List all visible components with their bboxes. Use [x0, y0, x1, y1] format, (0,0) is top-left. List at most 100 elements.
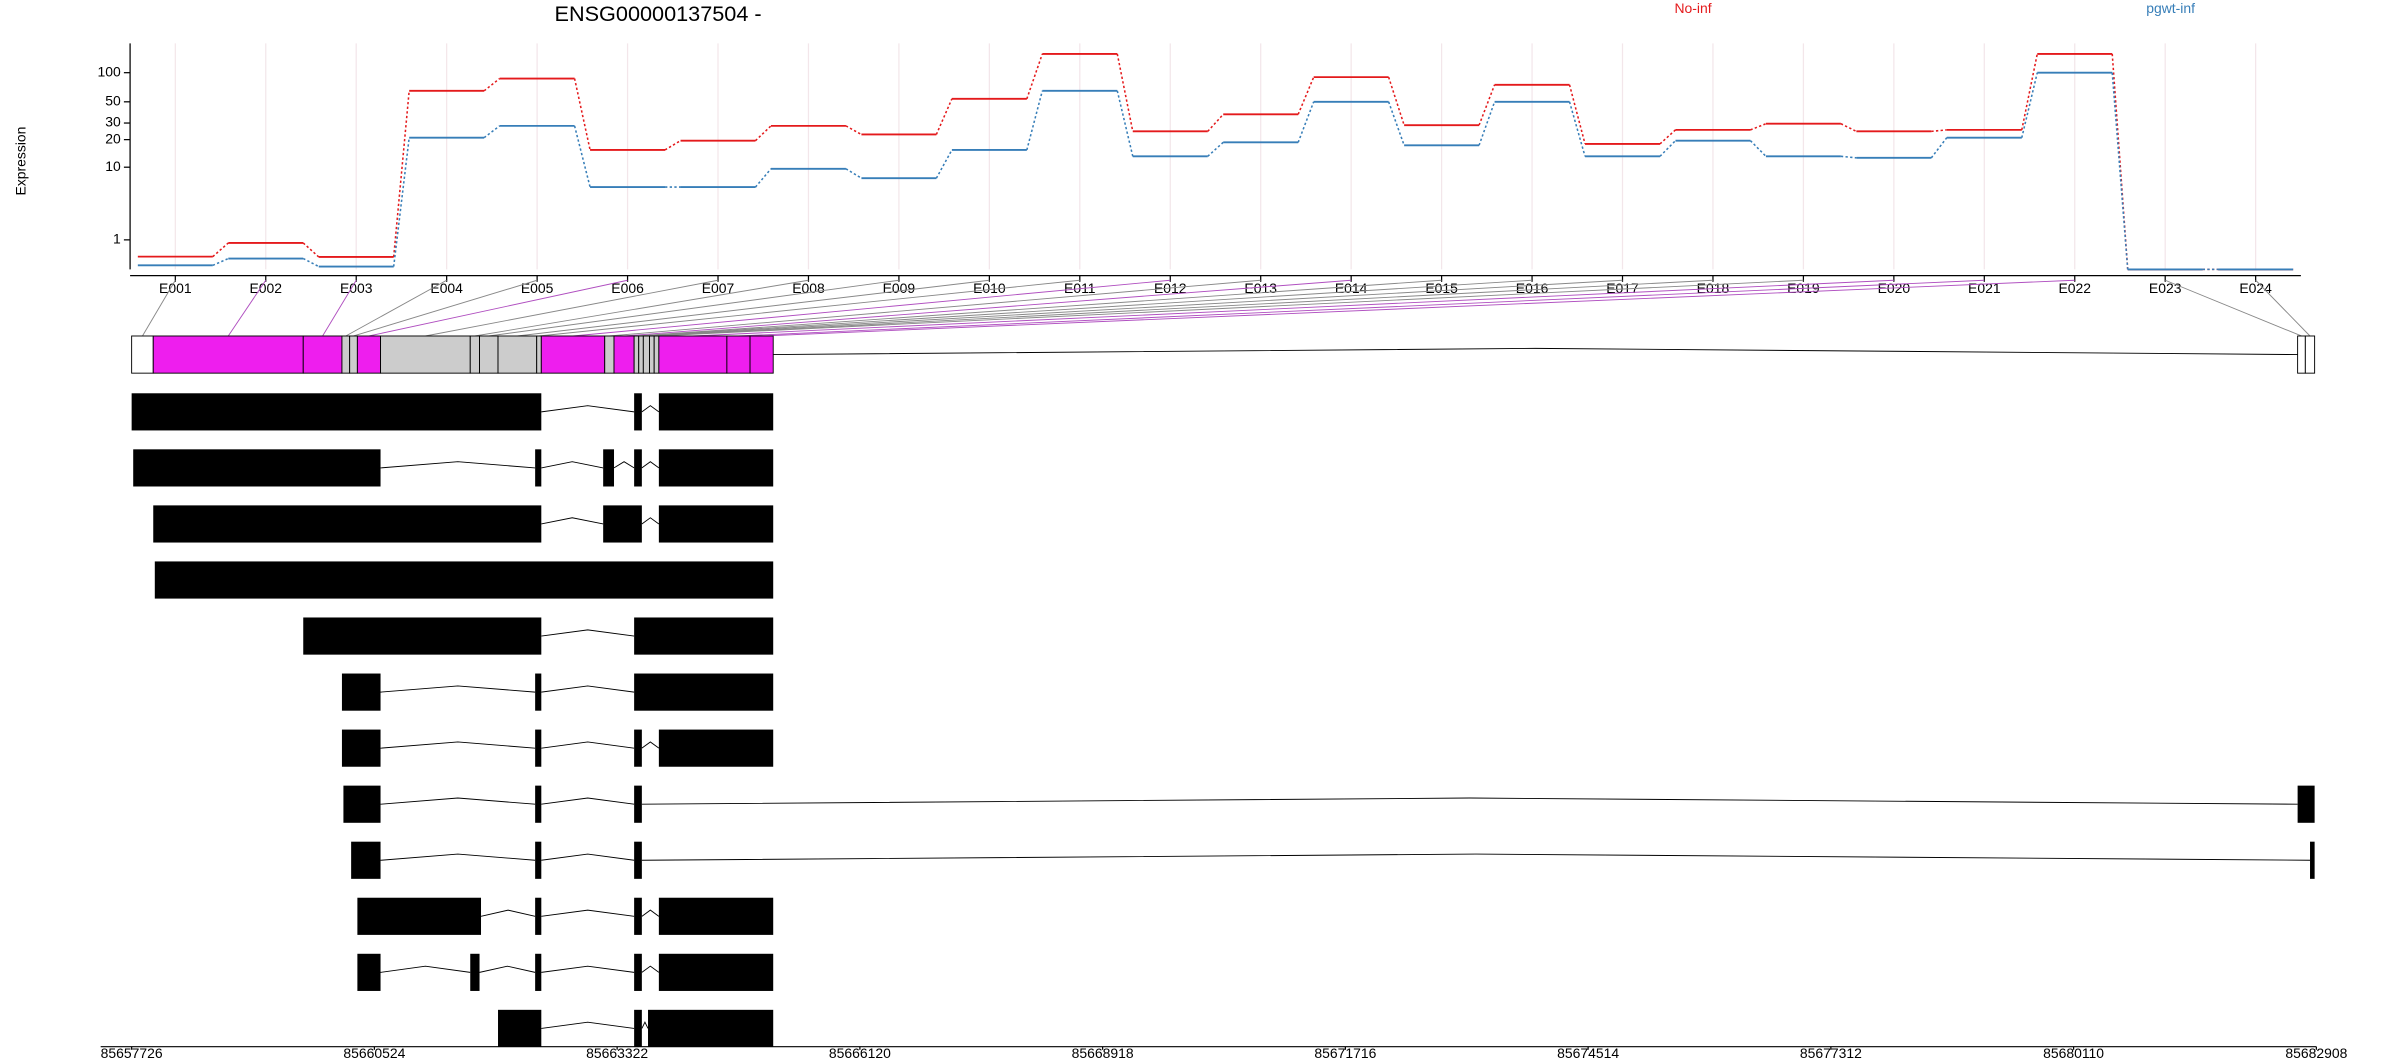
- exon-bin: [131, 335, 154, 374]
- intron: [479, 965, 536, 973]
- x-tick-label: E021: [1968, 280, 2001, 296]
- intron: [541, 405, 635, 413]
- intron: [541, 629, 635, 637]
- series-connector: [935, 98, 953, 135]
- bin-connector: [368, 279, 628, 337]
- transcript-exon: [634, 841, 642, 879]
- intron: [480, 909, 536, 917]
- transcript-exon: [535, 953, 542, 991]
- legend-item: pgwt-inf: [2146, 0, 2195, 16]
- transcript-exon: [535, 841, 542, 879]
- x-tick-label: E009: [883, 280, 916, 296]
- transcript-exon: [634, 673, 774, 711]
- series-connector: [1387, 76, 1405, 126]
- intron: [641, 405, 660, 413]
- exon-bin: [349, 335, 358, 374]
- series-connector: [1387, 101, 1405, 146]
- x-tick-label: E004: [430, 280, 463, 296]
- genome-tick-label: 85682908: [2285, 1045, 2347, 1060]
- transcript-exon: [658, 729, 774, 767]
- legend-item: No-inf: [1674, 0, 1711, 16]
- genome-tick-label: 85663322: [586, 1045, 648, 1060]
- genome-tick-label: 85666120: [829, 1045, 891, 1060]
- intron: [380, 685, 536, 693]
- x-tick-label: E002: [250, 280, 283, 296]
- x-tick-label: E010: [973, 280, 1006, 296]
- x-tick-label: E023: [2149, 280, 2182, 296]
- series-connector: [754, 168, 772, 188]
- transcript-exon: [634, 729, 642, 767]
- transcript-exon: [535, 729, 542, 767]
- exon-bin: [356, 335, 382, 374]
- bin-connector: [538, 279, 1080, 337]
- genome-tick-label: 85657726: [101, 1045, 163, 1060]
- intron: [641, 517, 660, 525]
- x-tick-label: E003: [340, 280, 373, 296]
- exon-bin: [649, 335, 655, 374]
- exon-bin: [653, 335, 660, 374]
- intron: [380, 461, 536, 469]
- series-connector: [1116, 53, 1134, 132]
- transcript-exon: [658, 393, 774, 431]
- bin-connector: [609, 279, 1261, 337]
- series-connector: [935, 149, 953, 179]
- y-tick-label: 100: [98, 63, 121, 79]
- series-connector: [845, 168, 862, 179]
- x-tick-label: E005: [521, 280, 554, 296]
- series-connector: [1026, 53, 1044, 100]
- transcript-exon: [2297, 785, 2315, 823]
- transcript-exon: [658, 449, 774, 487]
- intron: [380, 853, 536, 861]
- bin-connector: [2165, 279, 2302, 337]
- intron: [541, 965, 635, 973]
- exon-bin: [749, 335, 774, 374]
- transcript-exon: [535, 897, 542, 935]
- genome-tick-label: 85668918: [1072, 1045, 1134, 1060]
- intron: [541, 517, 604, 525]
- transcript-exon: [634, 393, 642, 431]
- transcript-exon: [470, 953, 480, 991]
- series-connector: [1659, 140, 1677, 157]
- exon-bin: [469, 335, 480, 374]
- exon-bin: [638, 335, 644, 374]
- genome-tick-label: 85680110: [2043, 1045, 2104, 1060]
- bin-connector: [517, 279, 990, 337]
- bin-connector: [656, 279, 1804, 337]
- x-tick-label: E016: [1516, 280, 1549, 296]
- transcript-exon: [634, 1009, 642, 1047]
- exon-bin: [341, 335, 351, 374]
- series-connector: [754, 125, 772, 142]
- intron: [541, 909, 635, 917]
- intron: [641, 965, 660, 973]
- intron: [380, 741, 536, 749]
- genome-tick-label: 85674514: [1557, 1045, 1619, 1060]
- exon-bin: [726, 335, 751, 374]
- exon-bin: [536, 335, 542, 374]
- transcript-exon: [535, 785, 542, 823]
- series-connector: [1568, 101, 1586, 157]
- transcript-exon: [634, 785, 642, 823]
- series-connector: [1931, 129, 1947, 133]
- transcript-exon: [2310, 841, 2315, 879]
- series-connector: [1478, 101, 1496, 146]
- bin-connector: [353, 279, 538, 337]
- series-connector: [1297, 76, 1315, 115]
- y-axis-label: Expression: [12, 127, 28, 196]
- series-connector: [1207, 141, 1224, 157]
- intron: [773, 347, 2298, 356]
- x-tick-label: E007: [702, 280, 735, 296]
- bin-connector: [738, 279, 1985, 337]
- intron: [541, 797, 635, 805]
- intron: [641, 853, 2311, 861]
- intron: [641, 741, 660, 749]
- transcript-exon: [343, 785, 381, 823]
- series-connector: [2111, 72, 2129, 270]
- series-connector: [1659, 129, 1676, 145]
- transcript-exon: [658, 953, 774, 991]
- bin-connector: [2255, 279, 2311, 337]
- x-tick-label: E008: [792, 280, 825, 296]
- x-tick-label: E015: [1425, 280, 1458, 296]
- series-connector: [1840, 155, 1857, 159]
- genome-tick-label: 85677312: [1800, 1045, 1862, 1060]
